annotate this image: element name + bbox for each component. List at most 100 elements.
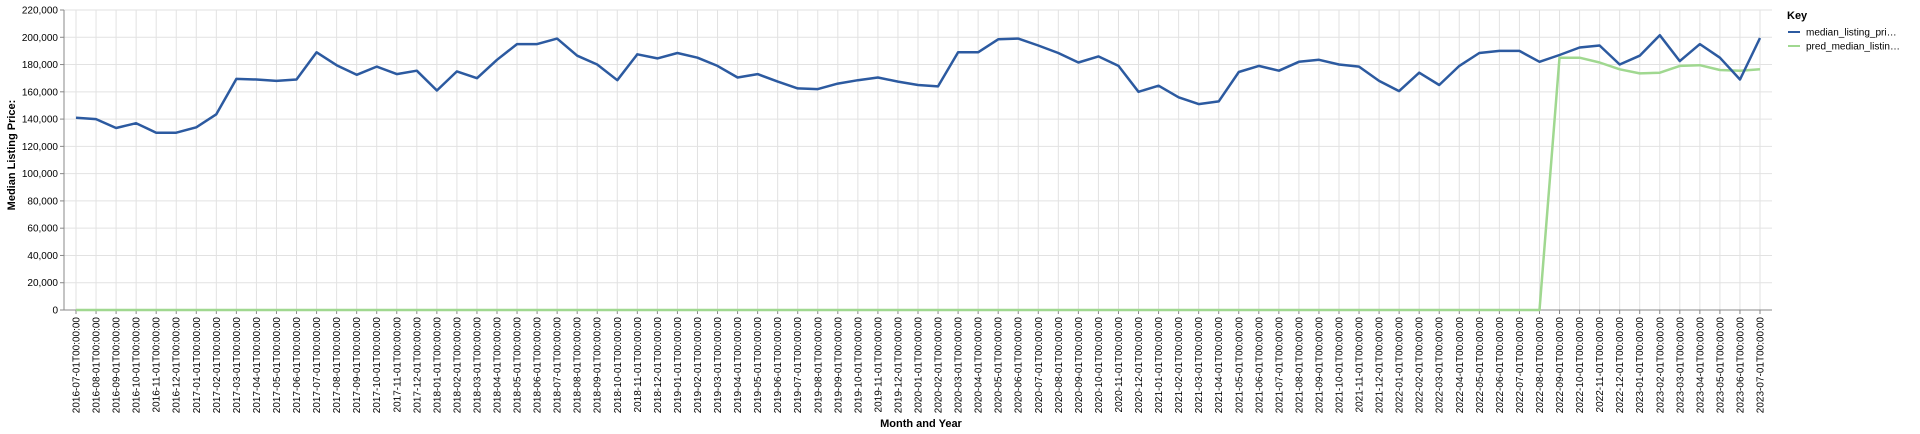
x-tick-label: 2018-07-01T00:00:00 — [553, 317, 564, 414]
x-tick-label: 2019-12-01T00:00:00 — [893, 317, 904, 414]
x-tick-label: 2020-02-01T00:00:00 — [934, 317, 945, 414]
x-tick-label: 2021-11-01T00:00:00 — [1355, 317, 1366, 413]
x-tick-label: 2022-08-01T00:00:00 — [1535, 317, 1546, 414]
x-tick-label: 2018-01-01T00:00:00 — [432, 317, 443, 414]
x-tick-label: 2022-05-01T00:00:00 — [1475, 317, 1486, 414]
x-tick-label: 2017-08-01T00:00:00 — [332, 317, 343, 414]
x-tick-label: 2020-08-01T00:00:00 — [1054, 317, 1065, 414]
x-tick-label: 2023-06-01T00:00:00 — [1735, 317, 1746, 414]
y-tick-label: 40,000 — [27, 251, 58, 262]
legend: Key median_listing_pri… pred_median_listi… — [1787, 10, 1900, 53]
y-tick-label: 200,000 — [22, 33, 59, 44]
x-tick-label: 2018-08-01T00:00:00 — [573, 317, 584, 414]
x-tick-label: 2021-09-01T00:00:00 — [1314, 317, 1325, 414]
series-line-median-listing-price — [75, 33, 1762, 134]
x-tick-label: 2016-08-01T00:00:00 — [92, 317, 103, 414]
series-line-pred-median-listing-price — [76, 56, 1761, 312]
x-tick-label: 2022-09-01T00:00:00 — [1555, 317, 1566, 414]
x-tick-label: 2018-02-01T00:00:00 — [452, 317, 463, 414]
x-tick-label: 2019-10-01T00:00:00 — [853, 317, 864, 414]
x-tick-label: 2019-07-01T00:00:00 — [793, 317, 804, 414]
x-tick-label: 2018-10-01T00:00:00 — [613, 317, 624, 414]
legend-label: median_listing_pri… — [1806, 28, 1897, 39]
x-tick-label: 2021-03-01T00:00:00 — [1194, 317, 1205, 414]
x-tick-label: 2022-06-01T00:00:00 — [1495, 317, 1506, 414]
y-tick-label: 20,000 — [27, 278, 58, 289]
x-tick-label: 2022-04-01T00:00:00 — [1455, 317, 1466, 414]
y-tick-label: 60,000 — [27, 224, 58, 235]
x-tick-label: 2020-07-01T00:00:00 — [1034, 317, 1045, 414]
x-tick-label: 2020-12-01T00:00:00 — [1134, 317, 1145, 414]
x-tick-label: 2020-03-01T00:00:00 — [954, 317, 965, 414]
x-tick-label: 2019-09-01T00:00:00 — [833, 317, 844, 414]
x-tick-label: 2018-03-01T00:00:00 — [472, 317, 483, 414]
y-tick-label: 0 — [52, 306, 58, 317]
x-axis-title: Month and Year — [880, 418, 962, 430]
x-tick-label: 2018-12-01T00:00:00 — [653, 317, 664, 414]
x-tick-label: 2020-01-01T00:00:00 — [914, 317, 925, 414]
x-tick-label: 2019-03-01T00:00:00 — [713, 317, 724, 414]
x-tick-label: 2022-11-01T00:00:00 — [1595, 317, 1606, 413]
x-tick-label: 2017-06-01T00:00:00 — [292, 317, 303, 414]
x-tick-label: 2016-10-01T00:00:00 — [132, 317, 143, 414]
x-tick-label: 2017-09-01T00:00:00 — [352, 317, 363, 414]
x-tick-label: 2019-02-01T00:00:00 — [693, 317, 704, 414]
x-tick-label: 2022-12-01T00:00:00 — [1615, 317, 1626, 414]
x-tick-label: 2022-02-01T00:00:00 — [1415, 317, 1426, 414]
x-tick-label: 2021-05-01T00:00:00 — [1234, 317, 1245, 414]
x-tick-label: 2016-07-01T00:00:00 — [72, 317, 83, 414]
legend-title: Key — [1787, 10, 1808, 22]
x-tick-label: 2017-04-01T00:00:00 — [252, 317, 263, 414]
y-tick-label: 180,000 — [22, 60, 59, 71]
x-tick-label: 2020-06-01T00:00:00 — [1014, 317, 1025, 414]
x-tick-label: 2017-07-01T00:00:00 — [312, 317, 323, 414]
x-tick-label: 2020-10-01T00:00:00 — [1094, 317, 1105, 414]
x-tick-label: 2016-09-01T00:00:00 — [112, 317, 123, 414]
x-axis: 2016-07-01T00:00:00 2016-08-01T00:00:00 20… — [64, 309, 1772, 414]
x-tick-label: 2017-05-01T00:00:00 — [272, 317, 283, 414]
legend-item: pred_median_listin… — [1788, 42, 1900, 53]
x-tick-label: 2021-06-01T00:00:00 — [1254, 317, 1265, 414]
x-tick-label: 2023-02-01T00:00:00 — [1655, 317, 1666, 414]
x-tick-label: 2021-01-01T00:00:00 — [1154, 317, 1165, 414]
x-tick-label: 2020-05-01T00:00:00 — [994, 317, 1005, 414]
x-tick-label: 2022-07-01T00:00:00 — [1515, 317, 1526, 414]
x-tick-label: 2023-05-01T00:00:00 — [1715, 317, 1726, 414]
x-tick-label: 2017-12-01T00:00:00 — [412, 317, 423, 414]
x-tick-label: 2017-11-01T00:00:00 — [392, 317, 403, 413]
x-tick-label: 2016-11-01T00:00:00 — [152, 317, 163, 413]
x-tick-label: 2019-08-01T00:00:00 — [813, 317, 824, 414]
x-tick-label: 2018-09-01T00:00:00 — [593, 317, 604, 414]
x-tick-label: 2018-04-01T00:00:00 — [493, 317, 504, 414]
y-axis: 0 20,000 40,000 60,000 80,000 100,000 120,000 1… — [22, 6, 65, 317]
x-tick-label: 2021-07-01T00:00:00 — [1274, 317, 1285, 414]
x-tick-label: 2017-02-01T00:00:00 — [212, 317, 223, 414]
x-tick-label: 2020-04-01T00:00:00 — [974, 317, 985, 414]
x-tick-label: 2018-06-01T00:00:00 — [533, 317, 544, 414]
x-tick-label: 2022-10-01T00:00:00 — [1575, 317, 1586, 414]
x-tick-label: 2021-10-01T00:00:00 — [1335, 317, 1346, 414]
x-tick-label: 2019-04-01T00:00:00 — [733, 317, 744, 414]
x-tick-label: 2021-02-01T00:00:00 — [1174, 317, 1185, 414]
x-tick-label: 2016-12-01T00:00:00 — [172, 317, 183, 414]
y-tick-label: 80,000 — [27, 196, 58, 207]
y-tick-label: 100,000 — [22, 169, 59, 180]
y-axis-title: Median Listing Price: — [6, 100, 18, 211]
legend-item: median_listing_pri… — [1788, 28, 1897, 39]
x-tick-label: 2018-05-01T00:00:00 — [513, 317, 524, 414]
x-tick-label: 2020-09-01T00:00:00 — [1074, 317, 1085, 414]
x-tick-label: 2020-11-01T00:00:00 — [1114, 317, 1125, 413]
x-tick-label: 2019-01-01T00:00:00 — [673, 317, 684, 414]
x-tick-label: 2017-10-01T00:00:00 — [372, 317, 383, 414]
y-tick-label: 160,000 — [22, 87, 59, 98]
x-tick-label: 2023-07-01T00:00:00 — [1756, 317, 1767, 414]
x-tick-label: 2023-03-01T00:00:00 — [1675, 317, 1686, 414]
legend-label: pred_median_listin… — [1806, 42, 1900, 53]
x-tick-label: 2023-04-01T00:00:00 — [1695, 317, 1706, 414]
y-tick-label: 220,000 — [22, 6, 59, 17]
x-tick-label: 2022-01-01T00:00:00 — [1395, 317, 1406, 414]
x-tick-label: 2021-04-01T00:00:00 — [1214, 317, 1225, 414]
x-tick-label: 2023-01-01T00:00:00 — [1635, 317, 1646, 414]
x-tick-label: 2021-12-01T00:00:00 — [1375, 317, 1386, 414]
